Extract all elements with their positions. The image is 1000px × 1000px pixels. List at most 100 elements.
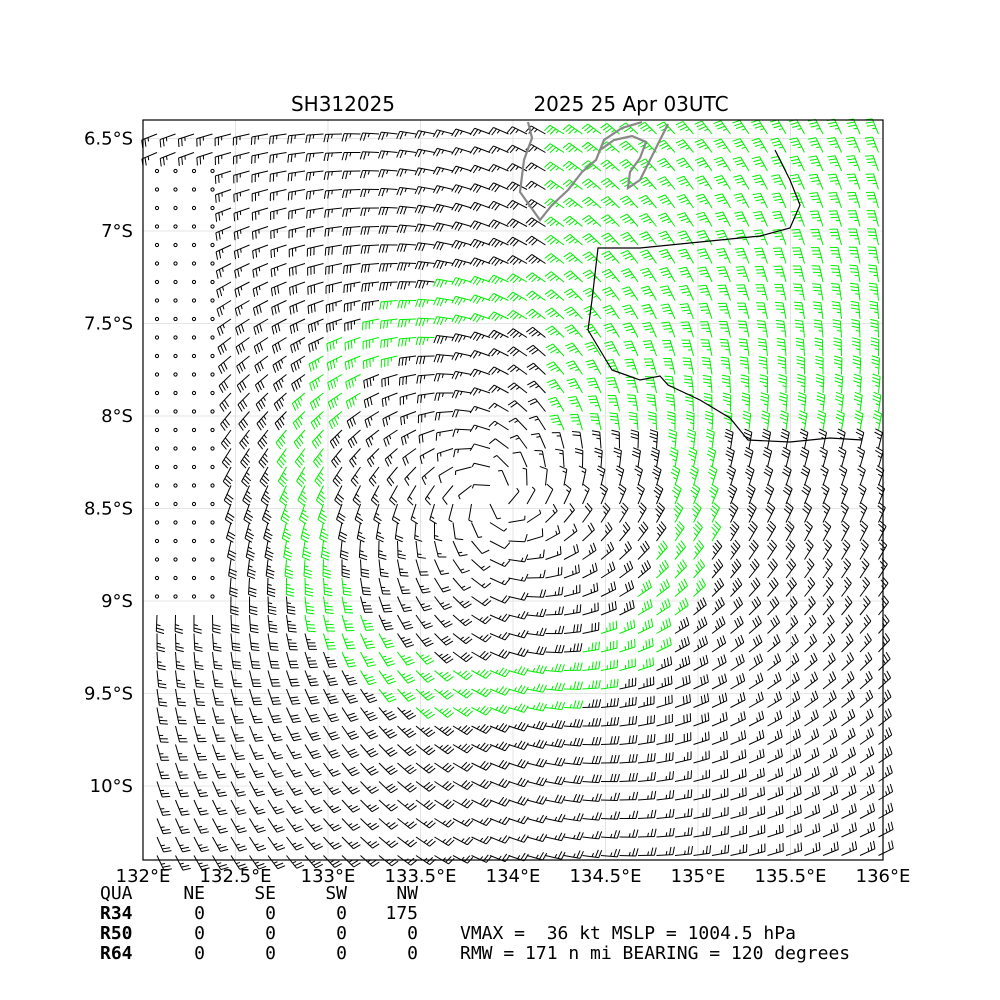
barb-feather [779,416,788,421]
barb-feather [544,143,551,150]
barb-feather [488,366,495,374]
barb-half-feather [621,511,625,515]
barb-half-feather [222,286,225,291]
barb-half-feather [496,148,501,153]
barb-feather [279,418,285,426]
barb-staff [767,507,776,523]
barb-staff [381,318,398,322]
barb-feather [638,213,647,218]
barb-half-feather [258,285,261,291]
barb-feather [457,279,463,287]
barb-half-feather [855,311,860,314]
barb-staff [859,451,866,468]
barb-feather [422,356,426,365]
barb-feather [603,234,611,240]
barb-feather [678,284,687,288]
barb-staff [656,507,665,523]
barb-staff [797,174,805,190]
wind-barb [582,233,602,246]
barb-feather [754,162,763,166]
barb-feather [814,337,823,341]
barb-feather [686,410,695,415]
barb-half-feather [648,147,653,151]
wind-barb [868,282,879,301]
barb-feather [488,219,494,227]
wind-barb [564,324,583,338]
barb-staff [236,374,250,386]
barb-staff [730,450,735,468]
wind-barb [452,559,470,574]
barb-feather [629,418,638,421]
barb-staff [436,185,454,190]
barb-feather [215,251,219,260]
wind-barb [732,119,750,135]
barb-feather [528,274,536,281]
barb-half-feather [878,492,883,496]
barb-feather [400,319,404,328]
wind-barb [544,161,565,172]
barb-staff [556,414,565,431]
barb-half-feather [468,519,473,523]
barb-staff [702,175,713,190]
barb-staff [455,128,472,135]
barb-staff [582,469,587,486]
wind-barb [414,522,423,542]
barb-feather [852,362,861,366]
barb-feather [241,342,245,351]
barb-half-feather [575,387,580,390]
barb-feather [780,435,789,440]
barb-half-feather [649,312,654,315]
barb-feather [590,522,595,530]
barb-feather [607,521,613,530]
barb-staff [600,450,603,468]
barb-staff [196,133,213,140]
barb-feather [323,190,327,199]
barb-feather [299,474,307,482]
barb-half-feather [264,472,269,476]
barb-staff [874,210,879,227]
barb-feather [509,275,517,282]
barb-staff [619,450,622,468]
barb-feather [549,257,557,263]
wind-barb [658,230,676,246]
barb-feather [343,590,352,593]
calm-marker [191,446,197,451]
wind-barb [563,543,580,560]
barb-feather [381,207,385,216]
barb-feather [615,468,624,474]
barb-feather [525,217,532,224]
wind-barb [264,540,274,561]
barb-half-feather [534,165,538,170]
barb-feather [705,435,714,440]
wind-barb [220,429,232,450]
wind-barb [434,559,450,576]
barb-staff [834,118,842,135]
wind-barb [259,466,270,488]
barb-feather [748,505,756,512]
wind-barb [866,191,879,209]
barb-half-feather [574,148,578,152]
barb-feather [568,381,577,385]
wind-barb [397,318,417,328]
barb-staff [856,247,861,264]
wind-barb [526,549,545,560]
barb-staff [703,230,713,246]
barb-staff [709,358,713,375]
barb-feather [274,305,277,314]
barb-half-feather [422,168,426,173]
barb-staff [327,374,343,384]
barb-feather [709,465,718,471]
wind-barb [623,340,639,357]
wind-barb [341,170,361,180]
barb-staff [815,119,824,135]
barb-feather [607,380,616,382]
barb-feather [719,290,728,293]
barb-staff [878,526,887,542]
wind-barb [451,165,472,175]
barb-feather [507,346,514,353]
barb-feather [494,296,501,303]
barb-staff [196,152,213,159]
barb-half-feather [331,171,333,176]
barb-staff [239,429,250,444]
barb-staff [600,508,611,523]
